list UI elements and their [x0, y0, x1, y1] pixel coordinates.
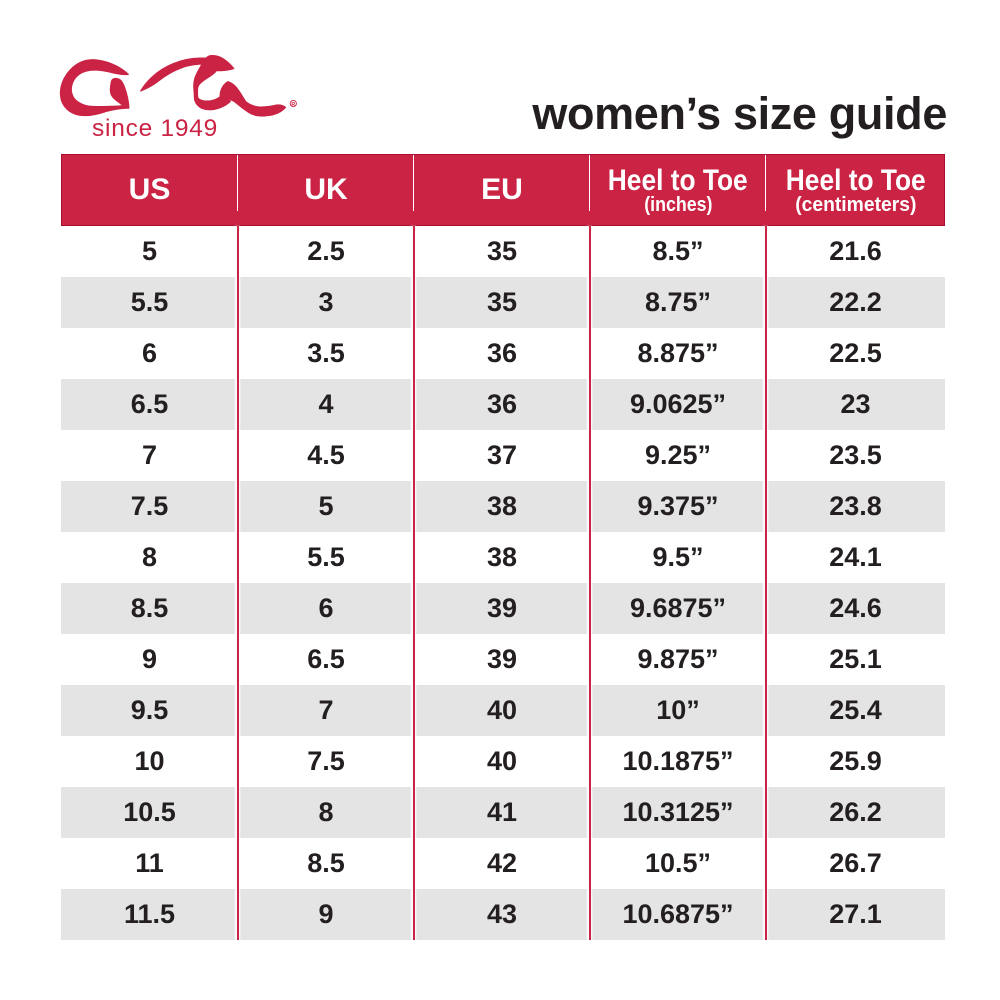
svg-text:R: R — [291, 102, 295, 108]
